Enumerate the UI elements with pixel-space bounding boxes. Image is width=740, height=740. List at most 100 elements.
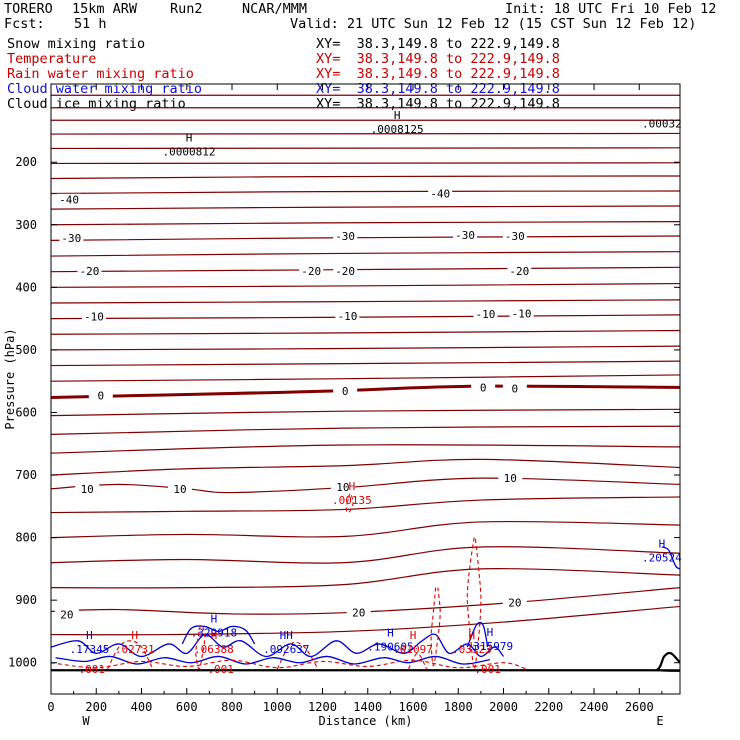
header-model: TORERO bbox=[4, 1, 53, 17]
x-tick-label: 400 bbox=[131, 700, 153, 714]
isotherm bbox=[51, 282, 680, 288]
maximum-value: .315979 bbox=[467, 640, 513, 653]
field-name: Snow mixing ratio bbox=[7, 36, 146, 52]
header-fcst-label: Fcst: bbox=[4, 16, 45, 32]
maximum-value: .0000812 bbox=[163, 146, 216, 159]
header-valid: Valid: 21 UTC Sun 12 Feb 12 (15 CST Sun … bbox=[290, 16, 697, 32]
cloud-water-contour bbox=[181, 625, 256, 645]
x-tick-label: 1400 bbox=[353, 700, 382, 714]
isotherm bbox=[51, 132, 680, 135]
maximum-mark: HH bbox=[280, 629, 293, 642]
temperature-label: 20 bbox=[352, 607, 365, 620]
y-tick-label: 500 bbox=[15, 343, 37, 357]
temperature-label: -30 bbox=[61, 232, 81, 245]
header-init: Init: 18 UTC Fri 10 Feb 12 bbox=[505, 1, 717, 17]
isotherm bbox=[51, 496, 680, 514]
isotherm bbox=[51, 605, 680, 636]
temperature-label-bg bbox=[299, 265, 324, 277]
header-run: Run2 bbox=[170, 1, 203, 17]
rain-contour bbox=[430, 587, 441, 667]
x-tick-label: 2000 bbox=[489, 700, 518, 714]
temperature-label: 20 bbox=[508, 597, 521, 610]
plot-area bbox=[51, 94, 680, 672]
field-xy: XY= 38.3,149.8 to 222.9,149.8 bbox=[316, 36, 560, 52]
isotherm bbox=[51, 266, 680, 273]
maximum-value: .329918 bbox=[191, 627, 237, 640]
temperature-label: -30 bbox=[455, 229, 475, 242]
temperature-label-bg bbox=[335, 310, 360, 322]
temperature-label: 0 bbox=[480, 381, 487, 394]
temperature-label-bg bbox=[507, 265, 532, 277]
y-tick-label: 400 bbox=[15, 280, 37, 294]
x-tick-label: 2400 bbox=[580, 700, 609, 714]
temperature-label: -20 bbox=[335, 265, 355, 278]
temperature-label-bg bbox=[498, 472, 523, 484]
maximum-value: .001 bbox=[207, 663, 234, 676]
temperature-label-bg bbox=[54, 608, 79, 620]
header-fcst-value: 51 h bbox=[74, 16, 107, 32]
maximum-value: .17345 bbox=[70, 643, 110, 656]
temperature-label-bg bbox=[509, 307, 534, 319]
maximum-value: .01097 bbox=[393, 643, 433, 656]
temperature-label-bg bbox=[502, 382, 527, 394]
temperature-label: -10 bbox=[84, 311, 104, 324]
maximum-mark: H bbox=[387, 626, 394, 639]
y-tick-label: 700 bbox=[15, 468, 37, 482]
x-tick-label: 800 bbox=[221, 700, 243, 714]
isotherm bbox=[51, 162, 680, 165]
maximum-mark: H bbox=[410, 629, 417, 642]
isotherm bbox=[51, 408, 680, 417]
zero-isotherm bbox=[51, 384, 680, 399]
y-tick-label: 900 bbox=[15, 593, 37, 607]
temperature-label: 0 bbox=[512, 383, 519, 396]
field-xy: XY= 38.3,149.8 to 222.9,149.8 bbox=[316, 66, 560, 82]
temperature-label-bg bbox=[502, 230, 527, 242]
cloud-water-contour bbox=[51, 633, 505, 658]
west-end-label: W bbox=[82, 714, 90, 728]
temperature-label-bg bbox=[167, 482, 192, 494]
rain-contour bbox=[195, 625, 206, 670]
header-org: NCAR/MMM bbox=[242, 1, 308, 17]
header-resolution: 15km ARW bbox=[72, 1, 138, 17]
temperature-label-bg bbox=[346, 606, 371, 618]
temperature-label-bg bbox=[330, 480, 355, 492]
isotherm bbox=[51, 190, 680, 195]
temperature-label: 10 bbox=[173, 483, 186, 496]
maximum-value: .06388 bbox=[194, 643, 234, 656]
y-tick-label: 800 bbox=[15, 531, 37, 545]
isotherm bbox=[51, 314, 680, 320]
isotherm bbox=[51, 444, 680, 454]
temperature-label-bg bbox=[57, 193, 82, 205]
y-axis-label: Pressure (hPa) bbox=[3, 328, 17, 429]
field-name: Temperature bbox=[7, 51, 97, 67]
temperature-label-bg bbox=[333, 265, 358, 277]
maximum-mark: H bbox=[394, 109, 401, 122]
maximum-mark: H bbox=[186, 132, 193, 145]
temperature-label-bg bbox=[502, 596, 527, 608]
field-name: Rain water mixing ratio bbox=[7, 66, 194, 82]
temperature-label-bg bbox=[473, 308, 498, 320]
cloud-water-contour bbox=[661, 546, 680, 570]
x-tick-label: 1000 bbox=[263, 700, 292, 714]
temperature-label: -10 bbox=[512, 308, 532, 321]
maximum-value: .001 bbox=[474, 663, 501, 676]
isotherm bbox=[51, 458, 680, 476]
field-xy: XY= 38.3,149.8 to 222.9,149.8 bbox=[316, 51, 560, 67]
y-tick-label: 200 bbox=[15, 155, 37, 169]
maximum-value: .0008125 bbox=[371, 123, 424, 136]
maximum-value: .092637 bbox=[263, 643, 309, 656]
cloud-water-contour bbox=[55, 655, 491, 665]
x-tick-label: 200 bbox=[85, 700, 107, 714]
temperature-label: 0 bbox=[97, 390, 104, 403]
y-tick-label: 600 bbox=[15, 405, 37, 419]
field-xy: XY= 38.3,149.8 to 222.9,149.8 bbox=[316, 81, 560, 97]
temperature-label-bg bbox=[81, 310, 106, 322]
maximum-value: .03123 bbox=[452, 643, 492, 656]
x-tick-label: 1200 bbox=[308, 700, 337, 714]
temperature-label-bg bbox=[75, 482, 100, 494]
temperature-label: -10 bbox=[475, 308, 495, 321]
temperature-label: -20 bbox=[509, 265, 529, 278]
maximum-mark: H bbox=[469, 629, 476, 642]
temperature-label: 20 bbox=[60, 609, 73, 622]
temperature-label: -20 bbox=[301, 265, 321, 278]
